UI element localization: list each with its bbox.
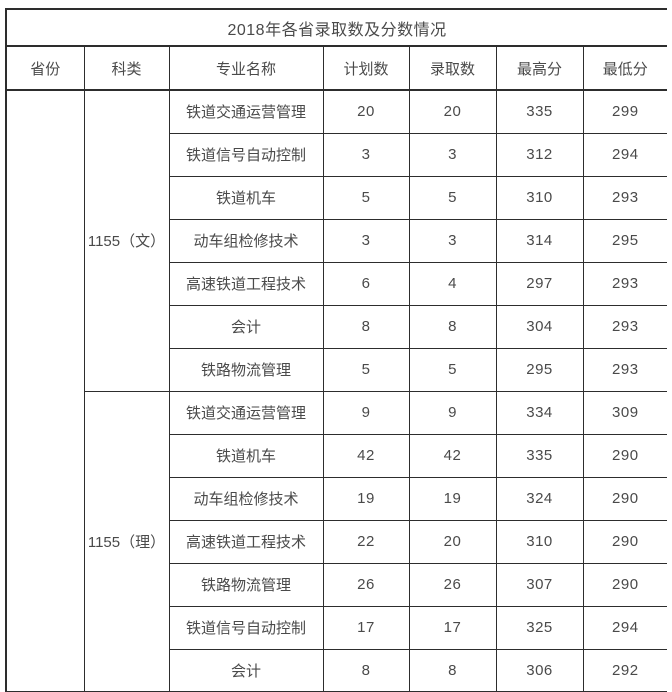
- admitted-cell: 5: [408, 347, 497, 392]
- admitted-cell: 3: [408, 132, 497, 177]
- col-header-max-score: 最高分: [495, 45, 584, 91]
- max-score-cell: 295: [495, 347, 584, 392]
- major-cell: 铁路物流管理: [168, 562, 324, 607]
- min-score-cell: 309: [582, 390, 667, 435]
- admission-score-table: 2018年各省录取数及分数情况 省份 科类 专业名称 计划数 录取数 最高分 最…: [5, 8, 667, 692]
- plan-cell: 42: [322, 433, 410, 478]
- table-row: 1155（文） 铁道交通运营管理 20 20 335 299: [5, 89, 667, 692]
- admitted-cell: 5: [408, 175, 497, 220]
- plan-cell: 6: [322, 261, 410, 306]
- admitted-cell: 20: [408, 519, 497, 564]
- plan-cell: 17: [322, 605, 410, 650]
- max-score-cell: 307: [495, 562, 584, 607]
- admitted-cell: 20: [408, 89, 497, 134]
- admitted-cell: 17: [408, 605, 497, 650]
- major-cell: 高速铁道工程技术: [168, 519, 324, 564]
- max-score-cell: 325: [495, 605, 584, 650]
- province-cell: [5, 89, 85, 692]
- table-row: 动车组检修技术 19 19 324 290: [6, 476, 667, 521]
- max-score-cell: 324: [495, 476, 584, 521]
- table-row: 铁道信号自动控制 17 17 325 294: [6, 605, 667, 650]
- min-score-cell: 294: [582, 605, 667, 650]
- table-row: 高速铁道工程技术 6 4 297 293: [6, 261, 667, 306]
- category-cell-li: 1155（理）: [83, 390, 170, 692]
- max-score-cell: 335: [495, 433, 584, 478]
- table-row: 铁道信号自动控制 3 3 312 294: [6, 132, 667, 177]
- major-cell: 铁道机车: [168, 433, 324, 478]
- major-cell: 动车组检修技术: [168, 218, 324, 263]
- admitted-cell: 3: [408, 218, 497, 263]
- max-score-cell: 310: [495, 519, 584, 564]
- major-cell: 铁道信号自动控制: [168, 605, 324, 650]
- admitted-cell: 26: [408, 562, 497, 607]
- max-score-cell: 297: [495, 261, 584, 306]
- min-score-cell: 293: [582, 304, 667, 349]
- max-score-cell: 335: [495, 89, 584, 134]
- table-row: 铁路物流管理 26 26 307 290: [6, 562, 667, 607]
- table-row: 1155（理） 铁道交通运营管理 9 9 334 309: [6, 390, 667, 692]
- table-row: 铁道机车 42 42 335 290: [6, 433, 667, 478]
- plan-cell: 22: [322, 519, 410, 564]
- category-cell-wen: 1155（文）: [83, 89, 170, 392]
- major-cell: 动车组检修技术: [168, 476, 324, 521]
- table-row: 铁道机车 5 5 310 293: [6, 175, 667, 220]
- plan-cell: 9: [322, 390, 410, 435]
- min-score-cell: 290: [582, 562, 667, 607]
- table-header-row: 省份 科类 专业名称 计划数 录取数 最高分 最低分: [5, 45, 667, 91]
- min-score-cell: 290: [582, 476, 667, 521]
- min-score-cell: 299: [582, 89, 667, 134]
- min-score-cell: 294: [582, 132, 667, 177]
- max-score-cell: 306: [495, 648, 584, 692]
- plan-cell: 5: [322, 347, 410, 392]
- max-score-cell: 304: [495, 304, 584, 349]
- major-cell: 铁道信号自动控制: [168, 132, 324, 177]
- min-score-cell: 290: [582, 519, 667, 564]
- plan-cell: 20: [322, 89, 410, 134]
- min-score-cell: 292: [582, 648, 667, 692]
- plan-cell: 19: [322, 476, 410, 521]
- plan-cell: 3: [322, 218, 410, 263]
- major-cell: 会计: [168, 648, 324, 692]
- col-header-plan: 计划数: [322, 45, 410, 91]
- major-cell: 铁路物流管理: [168, 347, 324, 392]
- major-cell: 铁道机车: [168, 175, 324, 220]
- col-header-min-score: 最低分: [582, 45, 667, 91]
- max-score-cell: 334: [495, 390, 584, 435]
- min-score-cell: 293: [582, 347, 667, 392]
- plan-cell: 5: [322, 175, 410, 220]
- min-score-cell: 293: [582, 175, 667, 220]
- table-title: 2018年各省录取数及分数情况: [5, 8, 667, 47]
- max-score-cell: 312: [495, 132, 584, 177]
- col-header-province: 省份: [5, 45, 85, 91]
- major-cell: 高速铁道工程技术: [168, 261, 324, 306]
- table-title-row: 2018年各省录取数及分数情况: [5, 8, 667, 47]
- max-score-cell: 314: [495, 218, 584, 263]
- major-cell: 铁道交通运营管理: [168, 89, 324, 134]
- plan-cell: 26: [322, 562, 410, 607]
- max-score-cell: 310: [495, 175, 584, 220]
- table-row: 会计 8 8 306 292: [6, 648, 667, 692]
- col-header-major: 专业名称: [168, 45, 324, 91]
- admitted-cell: 42: [408, 433, 497, 478]
- plan-cell: 3: [322, 132, 410, 177]
- admission-score-table-container: 2018年各省录取数及分数情况 省份 科类 专业名称 计划数 录取数 最高分 最…: [5, 8, 667, 692]
- table-row: 动车组检修技术 3 3 314 295: [6, 218, 667, 263]
- admitted-cell: 9: [408, 390, 497, 435]
- major-cell: 会计: [168, 304, 324, 349]
- col-header-category: 科类: [83, 45, 170, 91]
- min-score-cell: 293: [582, 261, 667, 306]
- admitted-cell: 19: [408, 476, 497, 521]
- admitted-cell: 8: [408, 648, 497, 692]
- table-row: 铁路物流管理 5 5 295 293: [6, 347, 667, 392]
- plan-cell: 8: [322, 648, 410, 692]
- min-score-cell: 290: [582, 433, 667, 478]
- col-header-admitted: 录取数: [408, 45, 497, 91]
- plan-cell: 8: [322, 304, 410, 349]
- major-cell: 铁道交通运营管理: [168, 390, 324, 435]
- min-score-cell: 295: [582, 218, 667, 263]
- admitted-cell: 8: [408, 304, 497, 349]
- admitted-cell: 4: [408, 261, 497, 306]
